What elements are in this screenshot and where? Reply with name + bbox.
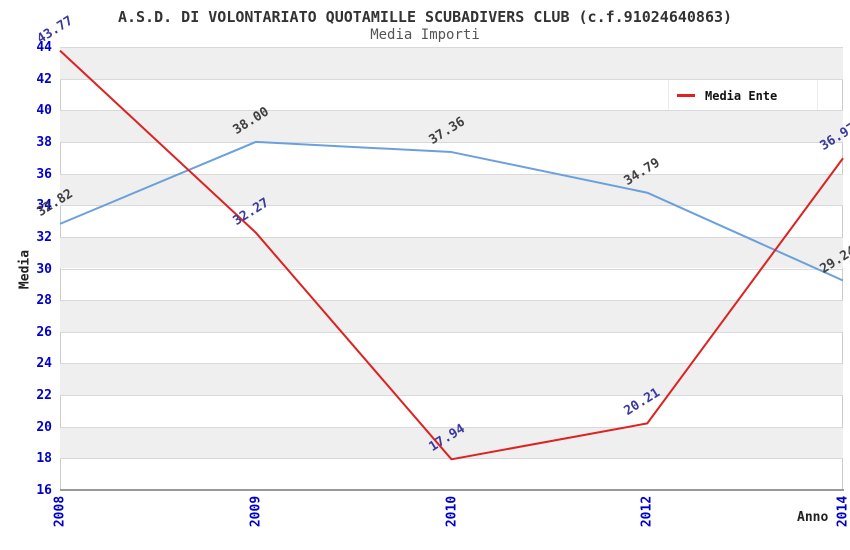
legend-line-swatch-icon [677,94,695,97]
gridline [60,458,843,459]
y-tick-label: 38 [36,134,52,150]
y-tick-label: 24 [36,356,52,372]
gridline [60,142,843,143]
legend-item: Media Ente [677,85,809,106]
y-tick-label: 22 [36,388,52,404]
plot-band [60,363,843,396]
gridline [60,269,843,270]
y-tick-label: 42 [36,71,52,87]
plot-band [60,47,843,79]
y-tick-label: 26 [36,324,52,340]
plot-band [60,236,843,269]
x-axis-line [60,489,844,491]
gridline [60,110,843,111]
gridline [60,237,843,238]
chart-title: A.S.D. DI VOLONTARIATO QUOTAMILLE SCUBAD… [117,8,733,26]
gridline [60,205,843,206]
y-tick-label: 16 [36,483,52,498]
y-tick-label: 32 [36,229,52,245]
y-tick-label: 28 [36,293,52,309]
gridline [60,300,843,301]
x-tick-label: 2009 [248,495,264,528]
x-axis-title: Anno [797,510,829,525]
y-tick-label: 20 [36,419,52,435]
y-tick-label: 44 [36,40,52,55]
gridline [60,332,843,333]
x-tick-label: 2014 [835,495,850,528]
y-tick-label: 30 [36,261,52,277]
gridline [60,47,843,48]
x-tick-label: 2010 [444,495,459,528]
x-tick-label: 2008 [52,495,68,528]
gridline [60,79,843,80]
plot-band [60,173,843,206]
y-tick-label: 36 [36,166,52,182]
chart-subtitle: Media Importi [370,27,480,43]
gridline [60,174,843,175]
y-tick-label: 18 [36,451,52,467]
gridline [60,363,843,364]
x-tick-label: 2012 [639,495,655,528]
legend-item-label: Media Ente [705,88,778,103]
y-tick-label: 34 [36,198,52,214]
plot-band [60,300,843,332]
y-tick-label: 40 [36,103,52,119]
gridline [60,395,843,396]
